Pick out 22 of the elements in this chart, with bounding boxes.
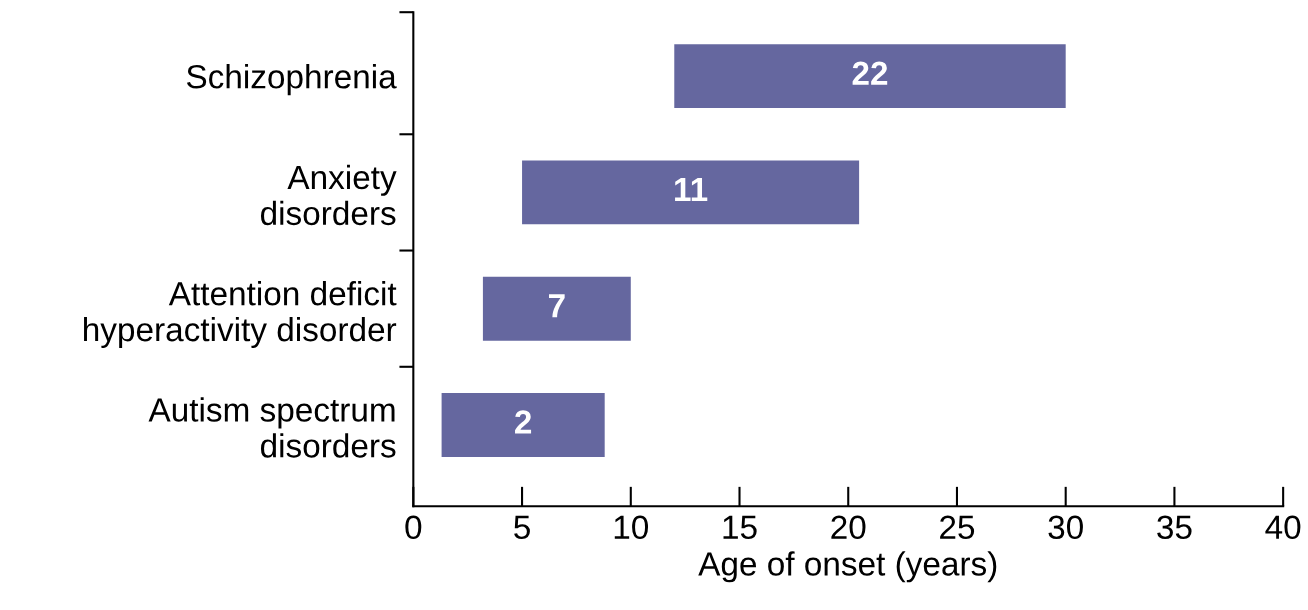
x-axis-title: Age of onset (years) <box>698 551 997 583</box>
x-tick-label: 0 <box>405 515 422 540</box>
x-tick-label: 40 <box>1265 515 1301 540</box>
bar <box>482 276 631 341</box>
x-tick-label: 20 <box>831 515 866 540</box>
x-tick-label: 35 <box>1157 515 1192 540</box>
annotation: 2 <box>515 410 532 434</box>
y-tick-label: Autism spectrum disorders <box>148 397 396 458</box>
y-tick-label: Attention deficit hyperactivity disorder <box>84 281 397 349</box>
bar <box>522 160 860 225</box>
annotation: 7 <box>549 294 565 318</box>
x-tick-label: 30 <box>1048 515 1083 540</box>
x-tick-label: 5 <box>514 515 530 540</box>
x-tick-label: 15 <box>723 515 757 540</box>
annotation: 11 <box>675 178 708 202</box>
y-tick-label: Anxiety disorders <box>260 164 397 226</box>
x-tick-label: 25 <box>940 515 975 540</box>
bar <box>441 392 605 457</box>
annotation: 22 <box>852 61 888 85</box>
x-tick-label: 10 <box>614 515 649 540</box>
bar <box>674 44 1066 109</box>
y-tick-label: Schizophrenia <box>186 64 397 96</box>
